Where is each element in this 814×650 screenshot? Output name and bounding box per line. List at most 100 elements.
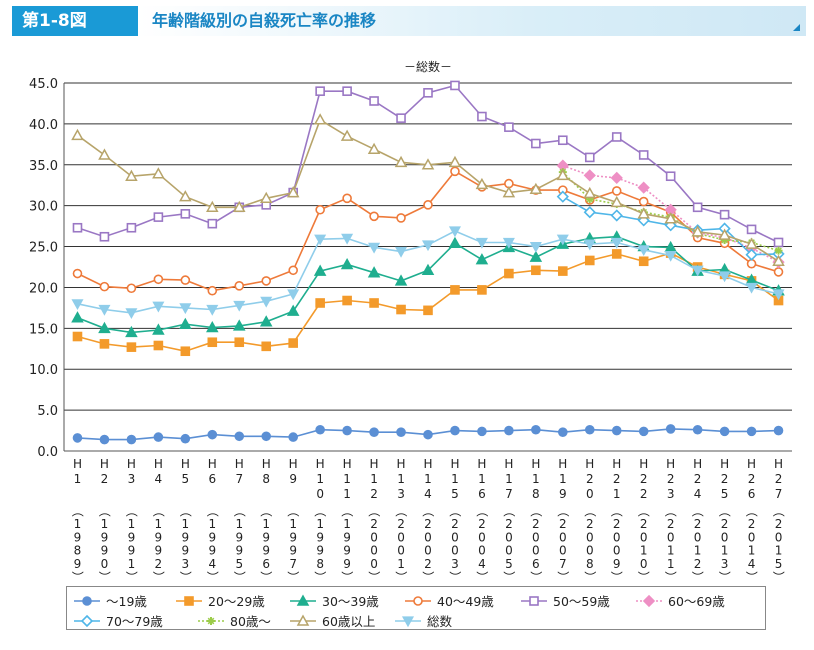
x-tick-year-label: 7 [559, 557, 567, 571]
data-point [126, 283, 137, 294]
x-tick-year-label: （ [340, 505, 354, 517]
x-tick-year-label: 2 [424, 557, 432, 571]
x-tick-year-label: 1 [235, 517, 243, 531]
x-tick-era-label: H [450, 457, 459, 471]
x-tick-era-label: 6 [478, 487, 486, 501]
data-point [421, 158, 435, 170]
series-line [77, 118, 779, 262]
x-tick-era-label: H [585, 457, 594, 471]
x-tick-year-label: 9 [74, 530, 82, 544]
x-tick-era-label: 1 [613, 487, 621, 501]
data-point [718, 271, 731, 283]
legend-label: 50～59歳 [553, 594, 610, 609]
x-tick-era-label: H [477, 457, 486, 471]
x-tick-year-label: 9 [316, 544, 324, 558]
data-point [401, 616, 415, 628]
x-tick-year-label: 9 [155, 544, 163, 558]
x-tick-era-label: 8 [532, 487, 540, 501]
x-tick-year-label: ） [475, 571, 489, 583]
data-point [638, 256, 649, 267]
x-tick-era-label: 1 [343, 487, 351, 501]
data-point [99, 339, 110, 349]
x-tick-era-label: 1 [532, 472, 540, 486]
data-point [125, 308, 138, 320]
data-point [746, 224, 757, 235]
data-point [556, 234, 569, 246]
x-tick-era-label: 2 [748, 472, 756, 486]
data-point [421, 240, 435, 252]
x-tick-year-label: 0 [370, 557, 378, 571]
data-point [556, 168, 570, 181]
data-point [772, 289, 785, 301]
x-tick-year-label: （ [745, 505, 759, 517]
x-tick-year-label: ） [367, 571, 381, 583]
data-point [369, 427, 379, 437]
x-tick-era-label: H [639, 457, 648, 471]
x-tick-year-label: 1 [775, 544, 783, 558]
x-tick-year-label: 0 [451, 544, 459, 558]
data-point [665, 171, 676, 182]
y-tick-label: 25.0 [29, 241, 58, 256]
data-point [313, 264, 327, 276]
data-point [691, 225, 704, 237]
x-tick-era-label: 2 [775, 472, 783, 486]
x-tick-year-label: 0 [694, 530, 702, 544]
x-tick-year-label: 2 [155, 557, 163, 571]
x-tick-year-label: 5 [505, 557, 513, 571]
x-tick-era-label: H [531, 457, 540, 471]
data-point [746, 258, 757, 269]
series-20～29歳 [72, 248, 784, 357]
x-tick-year-label: 9 [182, 530, 190, 544]
data-point [718, 228, 731, 240]
x-tick-era-label: 1 [343, 472, 351, 486]
x-tick-year-label: 0 [478, 530, 486, 544]
x-tick-year-label: 9 [208, 544, 216, 558]
x-tick-era-label: 4 [155, 472, 163, 486]
data-point [584, 255, 595, 266]
x-tick-year-label: 4 [208, 557, 216, 571]
data-point [450, 285, 460, 295]
legend-label: 60歳以上 [322, 614, 375, 629]
data-point [556, 190, 569, 203]
data-point [637, 207, 650, 219]
data-point [395, 246, 408, 258]
data-point [260, 296, 273, 308]
x-tick-year-label: 3 [451, 557, 459, 571]
x-tick-era-label: 5 [182, 472, 190, 486]
x-tick-year-label: （ [259, 505, 273, 517]
data-point [98, 321, 111, 334]
data-point [261, 341, 272, 352]
data-point [396, 213, 406, 223]
x-tick-year-label: ） [745, 571, 759, 583]
legend-item: 80歳～ [198, 614, 271, 629]
x-tick-year-label: 0 [586, 530, 594, 544]
data-point [394, 274, 408, 286]
x-tick-year-label: 6 [262, 557, 270, 571]
series-～19歳 [72, 424, 784, 445]
data-point [610, 237, 623, 249]
data-point [125, 325, 138, 338]
data-point [179, 303, 192, 315]
x-tick-year-label: 9 [235, 530, 243, 544]
data-point [719, 426, 730, 437]
data-point [80, 614, 94, 628]
legend-label: 70～79歳 [106, 614, 163, 629]
data-point [125, 169, 138, 181]
data-point [529, 182, 543, 195]
x-tick-year-label: 9 [128, 530, 136, 544]
data-point [504, 425, 514, 436]
x-tick-year-label: 0 [775, 530, 783, 544]
y-tick-label: 10.0 [29, 363, 58, 378]
x-tick-era-label: H [262, 457, 271, 471]
x-tick-era-label: 1 [74, 472, 82, 486]
data-point [99, 434, 110, 445]
x-tick-year-label: 2 [451, 517, 459, 531]
legend-label: 60～69歳 [668, 594, 725, 609]
data-point [502, 186, 516, 198]
data-point [315, 424, 325, 435]
x-tick-year-label: 0 [505, 544, 513, 558]
data-point [180, 209, 191, 219]
data-point [611, 249, 622, 259]
x-tick-year-label: 4 [478, 557, 486, 571]
data-point [692, 202, 703, 213]
